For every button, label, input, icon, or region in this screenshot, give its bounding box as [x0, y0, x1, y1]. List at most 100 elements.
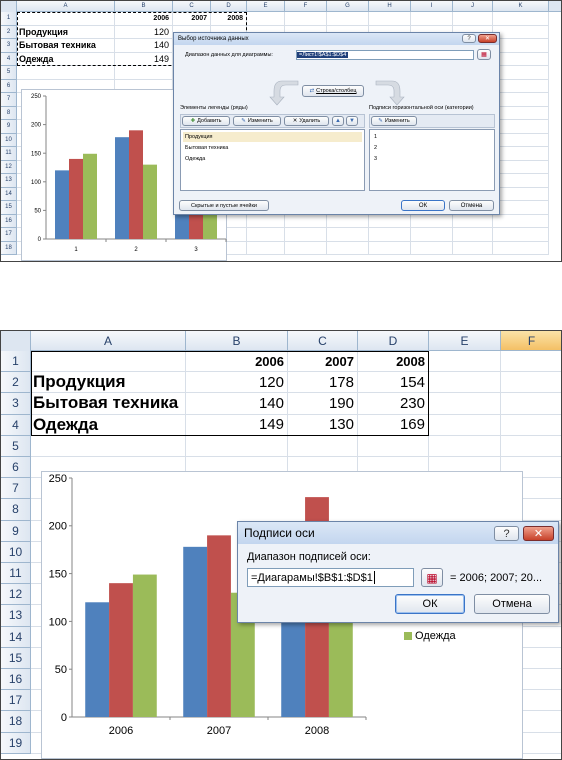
edit-axis-button[interactable]: ✎ Изменить: [371, 116, 417, 126]
help-button[interactable]: ?: [494, 526, 519, 541]
column-header[interactable]: D: [211, 1, 247, 12]
cell[interactable]: [501, 499, 561, 521]
column-header[interactable]: J: [453, 1, 493, 12]
cell[interactable]: [369, 12, 411, 26]
cancel-button[interactable]: Отмена: [449, 200, 494, 211]
cell[interactable]: [211, 241, 247, 255]
select-all-corner[interactable]: [1, 331, 31, 351]
cell[interactable]: [327, 214, 369, 228]
cell[interactable]: [493, 25, 549, 39]
row-header[interactable]: 11: [1, 147, 17, 161]
cell[interactable]: [501, 648, 561, 669]
column-header[interactable]: F: [285, 1, 327, 12]
cell-value[interactable]: 2006: [115, 12, 173, 26]
cell[interactable]: [501, 415, 561, 436]
range-collapse-button[interactable]: ▦: [421, 568, 443, 587]
cell[interactable]: [493, 147, 549, 161]
cell[interactable]: [501, 711, 561, 733]
cell[interactable]: [247, 228, 285, 242]
row-header[interactable]: 6: [1, 79, 17, 93]
cell[interactable]: [369, 214, 411, 228]
cell[interactable]: [501, 690, 561, 712]
add-series-button[interactable]: ✚ Добавить: [182, 116, 230, 126]
cell[interactable]: [453, 241, 493, 255]
column-header[interactable]: A: [17, 1, 115, 12]
cell-value[interactable]: Продукция: [31, 372, 186, 394]
cell[interactable]: [211, 228, 247, 242]
edit-series-button[interactable]: ✎ Изменить: [233, 116, 281, 126]
bar-3-1[interactable]: [132, 574, 157, 717]
row-header[interactable]: 15: [1, 201, 17, 215]
column-header[interactable]: E: [429, 331, 501, 351]
cell[interactable]: [358, 435, 429, 457]
cell-value[interactable]: 2006: [186, 351, 288, 373]
row-header[interactable]: 2: [1, 372, 31, 394]
close-button[interactable]: ✕: [478, 34, 497, 43]
row-header[interactable]: 13: [1, 174, 17, 188]
bar-2-2[interactable]: [129, 130, 143, 239]
cell[interactable]: [285, 241, 327, 255]
cell[interactable]: [493, 12, 549, 26]
cell[interactable]: [493, 187, 549, 201]
cell[interactable]: [493, 106, 549, 120]
column-header[interactable]: B: [186, 331, 288, 351]
cell[interactable]: [501, 627, 561, 648]
row-header[interactable]: 2: [1, 25, 17, 39]
row-header[interactable]: 4: [1, 52, 17, 66]
cell-value[interactable]: 190: [288, 393, 358, 415]
cell[interactable]: [501, 605, 561, 627]
row-header[interactable]: 10: [1, 133, 17, 147]
cell[interactable]: [285, 228, 327, 242]
row-header[interactable]: 16: [1, 214, 17, 228]
category-item[interactable]: 1: [374, 134, 378, 140]
bar-3-2[interactable]: [230, 592, 255, 717]
cell[interactable]: [327, 228, 369, 242]
bar-1-1[interactable]: [55, 170, 69, 239]
ok-button[interactable]: ОК: [401, 200, 445, 211]
ok-button[interactable]: ОК: [395, 594, 465, 614]
cell[interactable]: [493, 66, 549, 80]
row-header[interactable]: 11: [1, 563, 31, 585]
cell-value[interactable]: 130: [288, 414, 358, 436]
cell[interactable]: [429, 414, 501, 436]
cell[interactable]: [501, 457, 561, 479]
cell[interactable]: [327, 12, 369, 26]
row-header[interactable]: 4: [1, 414, 31, 436]
bar-1-1[interactable]: [85, 602, 110, 717]
row-header[interactable]: 9: [1, 120, 17, 134]
column-header[interactable]: G: [327, 1, 369, 12]
cell-value[interactable]: 2008: [358, 351, 429, 373]
row-header[interactable]: 18: [1, 241, 17, 255]
column-header[interactable]: E: [247, 1, 285, 12]
cell[interactable]: [17, 66, 115, 80]
row-header[interactable]: 1: [1, 12, 17, 26]
cell[interactable]: [429, 372, 501, 394]
bar-2-1[interactable]: [109, 583, 133, 717]
series-list[interactable]: Продукция Бытовая техника Одежда: [180, 129, 365, 191]
column-header[interactable]: F: [501, 331, 561, 351]
cell[interactable]: [327, 241, 369, 255]
cell[interactable]: [493, 52, 549, 66]
cell[interactable]: [453, 214, 493, 228]
cell[interactable]: [369, 241, 411, 255]
cell[interactable]: [288, 435, 358, 457]
column-header[interactable]: K: [493, 1, 549, 12]
cell[interactable]: [247, 241, 285, 255]
hidden-cells-button[interactable]: Скрытые и пустые ячейки: [179, 200, 269, 211]
bar-1-2[interactable]: [183, 546, 208, 717]
cell[interactable]: [493, 39, 549, 53]
row-header[interactable]: 1: [1, 351, 31, 373]
row-header[interactable]: 13: [1, 605, 31, 627]
cell-value[interactable]: Бытовая техника: [31, 393, 186, 415]
cell[interactable]: [493, 160, 549, 174]
cell[interactable]: [453, 12, 493, 26]
row-header[interactable]: 17: [1, 228, 17, 242]
cell[interactable]: [31, 435, 186, 457]
row-header[interactable]: 12: [1, 584, 31, 606]
category-item[interactable]: 3: [374, 156, 378, 162]
switch-row-column-button[interactable]: ⇄ Строка/столбец: [302, 85, 364, 97]
column-header[interactable]: D: [358, 331, 429, 351]
row-header[interactable]: 3: [1, 393, 31, 415]
row-header[interactable]: 14: [1, 187, 17, 201]
cell-value[interactable]: 230: [358, 393, 429, 415]
